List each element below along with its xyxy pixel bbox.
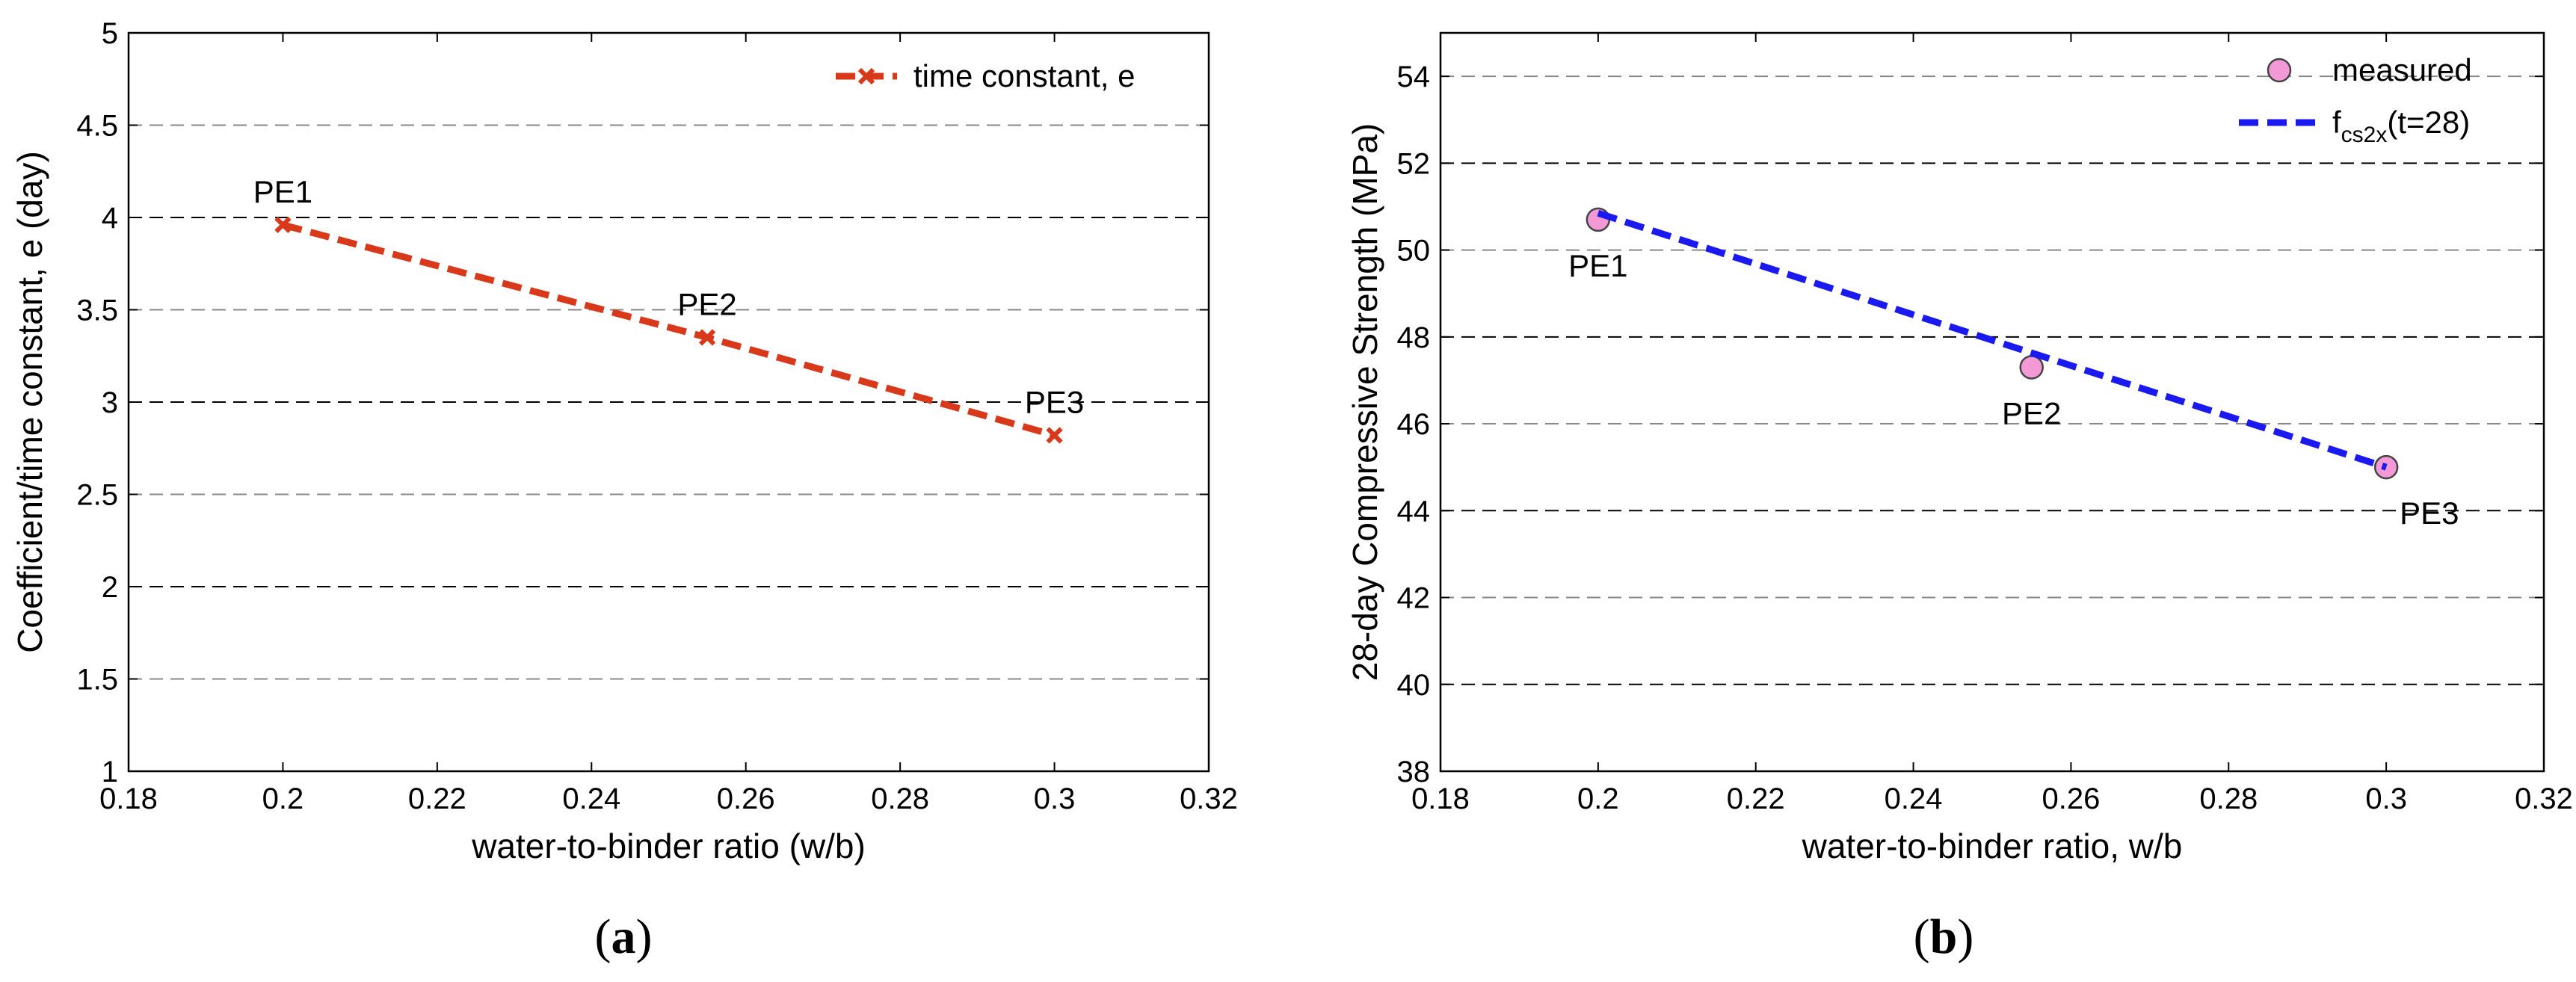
x-tick-label: 0.18 — [99, 782, 158, 815]
caption-letter: b — [1930, 910, 1958, 964]
legend-label-subscript: cs2x — [2341, 123, 2388, 147]
y-tick-label: 48 — [1397, 321, 1431, 354]
y-tick-label: 1 — [102, 756, 118, 788]
chart-a: 0.18 0.2 0.22 0.24 0.26 0.28 0.3 0.32 1 1.5 2 2.5 3 3… — [10, 17, 1238, 964]
y-tick-label: 3.5 — [76, 294, 118, 327]
x-tick-label: 0.3 — [2365, 782, 2407, 815]
x-tick-label: 0.26 — [717, 782, 775, 815]
point-annotation: PE3 — [1025, 384, 1084, 419]
series-line — [1597, 209, 2388, 471]
legend-label: fcs2x(t=28) — [2332, 105, 2470, 147]
caption-letter: a — [611, 910, 636, 964]
data-point-marker — [698, 329, 716, 346]
data-point-marker — [1586, 207, 1611, 232]
data-point-marker — [2019, 355, 2044, 380]
y-axis-label: 28-day Compressive Strength (MPa) — [1346, 123, 1384, 682]
point-annotation: PE3 — [2400, 495, 2459, 531]
y-tick-label: 2 — [102, 571, 118, 604]
x-tick-label: 0.28 — [2199, 782, 2258, 815]
caption-paren-open: ( — [1914, 910, 1930, 964]
x-tick-label: 0.22 — [1727, 782, 1785, 815]
y-tick-label: 2.5 — [76, 479, 118, 512]
y-tick-label: 4 — [102, 202, 118, 235]
y-tick-label: 50 — [1397, 235, 1431, 268]
y-tick-label: 44 — [1397, 495, 1431, 528]
legend-label-suffix: (t=28) — [2387, 105, 2470, 140]
x-tick-label: 0.28 — [871, 782, 929, 815]
data-point-marker — [274, 216, 292, 234]
x-axis-label: water-to-binder ratio (w/b) — [471, 827, 866, 865]
point-annotation: PE1 — [253, 174, 312, 209]
caption-paren-close: ) — [636, 910, 653, 964]
chart-b: 0.18 0.2 0.22 0.24 0.26 0.28 0.3 0.32 38 40 42 44 46… — [1346, 31, 2573, 964]
legend-marker — [2267, 58, 2292, 83]
y-tick-label: 54 — [1397, 61, 1431, 93]
caption-paren-open: ( — [595, 910, 611, 964]
x-axis-label: water-to-binder ratio, w/b — [1802, 827, 2183, 865]
caption-paren-close: ) — [1957, 910, 1973, 964]
legend-marker — [857, 67, 875, 85]
y-tick-label: 42 — [1397, 582, 1431, 615]
y-tick-label: 40 — [1397, 669, 1431, 702]
x-tick-label: 0.18 — [1411, 782, 1470, 815]
legend-label-main: f — [2332, 105, 2341, 140]
y-tick-label: 1.5 — [76, 664, 118, 697]
x-tick-label: 0.22 — [408, 782, 466, 815]
legend-label: measured — [2332, 52, 2472, 87]
point-annotation: PE2 — [2002, 396, 2061, 431]
y-tick-label: 5 — [102, 17, 118, 50]
plot-frame — [1439, 31, 2545, 773]
y-tick-label: 52 — [1397, 147, 1431, 180]
x-tick-label: 0.2 — [1577, 782, 1619, 815]
y-axis-label: Coefficient/time constant, e (day) — [10, 151, 49, 653]
x-tick-label: 0.32 — [2515, 782, 2573, 815]
point-annotation: PE1 — [1568, 248, 1627, 283]
x-tick-label: 0.3 — [1034, 782, 1076, 815]
legend-label: time constant, e — [913, 58, 1135, 93]
y-tick-label: 38 — [1397, 756, 1431, 788]
x-tick-label: 0.24 — [562, 782, 620, 815]
y-tick-label: 46 — [1397, 408, 1431, 441]
y-tick-label: 3 — [102, 386, 118, 419]
x-tick-label: 0.24 — [1885, 782, 1943, 815]
point-annotation: PE2 — [677, 287, 736, 322]
series-line — [282, 221, 1056, 439]
y-tick-label: 4.5 — [76, 110, 118, 143]
figure-caption: (a) — [595, 910, 653, 964]
x-tick-label: 0.26 — [2042, 782, 2100, 815]
figure-caption: (b) — [1914, 910, 1974, 964]
x-tick-label: 0.32 — [1180, 782, 1238, 815]
data-point-marker — [1046, 427, 1063, 444]
x-tick-label: 0.2 — [262, 782, 304, 815]
